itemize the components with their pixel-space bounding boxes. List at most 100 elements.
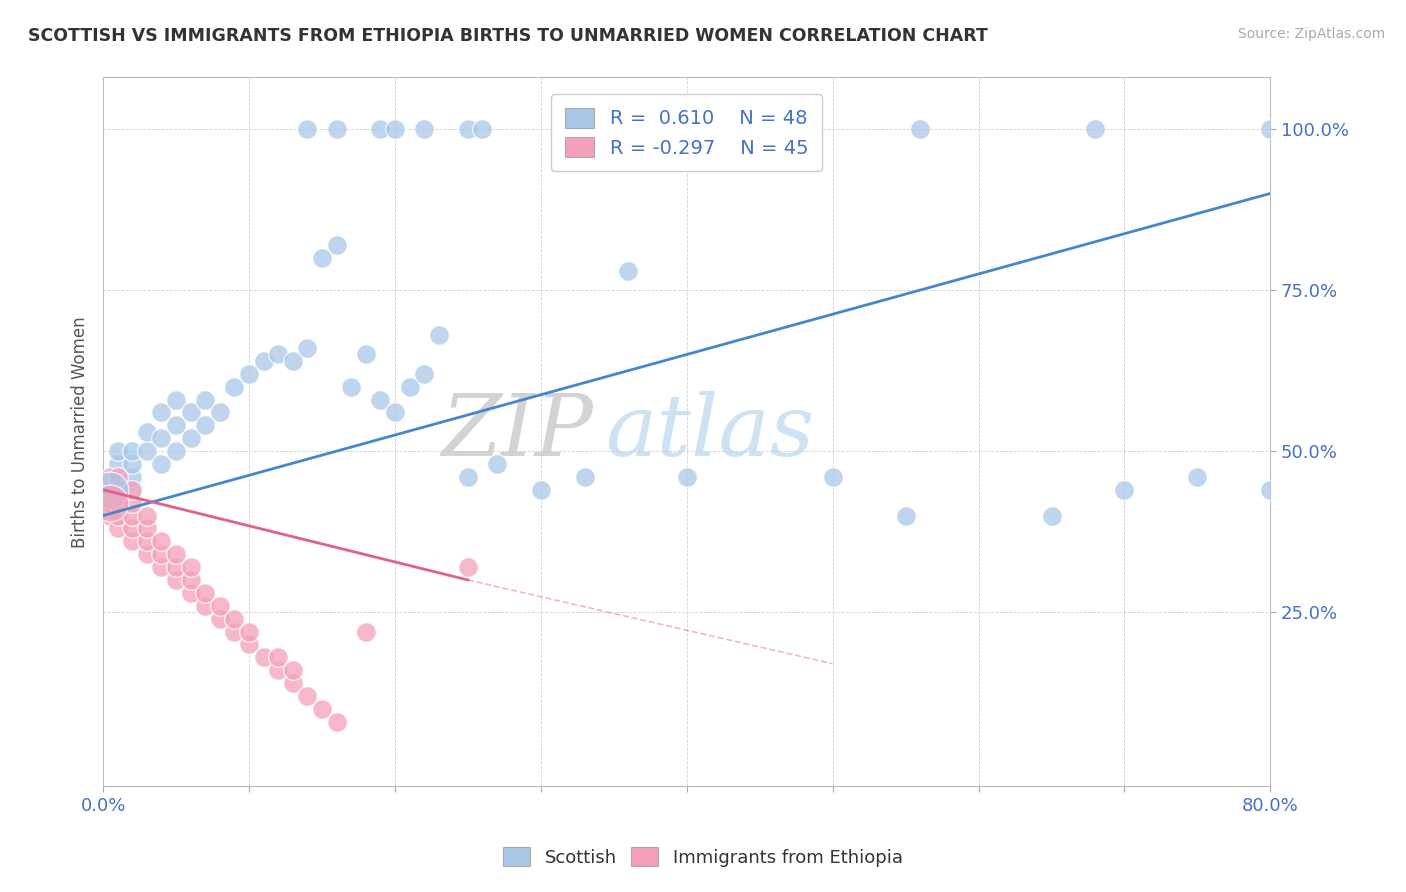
Point (135, 508, 157, 523)
Point (121, 457, 143, 471)
Point (150, 534, 173, 549)
Point (617, 264, 640, 278)
Point (224, 612, 246, 626)
Point (530, 483, 553, 497)
Legend: R =  0.610    N = 48, R = -0.297    N = 45: R = 0.610 N = 48, R = -0.297 N = 45 (551, 95, 823, 171)
Point (165, 418, 187, 433)
Point (165, 444, 187, 458)
Point (1260, 483, 1282, 497)
Point (107, 470, 129, 484)
Point (107, 470, 129, 484)
Point (194, 392, 217, 407)
Point (135, 521, 157, 535)
Point (180, 405, 202, 419)
Point (281, 354, 304, 368)
Point (238, 637, 260, 651)
Point (194, 599, 217, 613)
Point (311, 251, 333, 265)
Point (208, 405, 231, 419)
Point (180, 431, 202, 445)
Point (100, 496, 122, 510)
Point (180, 560, 202, 574)
Point (457, 560, 479, 574)
Point (180, 586, 202, 600)
Point (107, 444, 129, 458)
Point (208, 612, 231, 626)
Point (267, 663, 290, 677)
Point (574, 470, 596, 484)
Point (208, 599, 231, 613)
Point (413, 367, 436, 381)
Point (325, 238, 347, 252)
Point (253, 354, 276, 368)
Point (100, 496, 122, 510)
Text: ZIP: ZIP (441, 391, 593, 473)
Point (165, 547, 187, 561)
Point (150, 405, 173, 419)
Point (340, 380, 363, 394)
Point (224, 624, 246, 639)
Point (121, 508, 143, 523)
Text: Source: ZipAtlas.com: Source: ZipAtlas.com (1237, 27, 1385, 41)
Point (1187, 470, 1209, 484)
Point (311, 702, 333, 716)
Point (107, 496, 129, 510)
Point (100, 483, 122, 497)
Point (821, 470, 844, 484)
Point (100, 496, 122, 510)
Point (121, 521, 143, 535)
Point (894, 508, 917, 523)
Point (150, 547, 173, 561)
Point (238, 624, 260, 639)
Point (194, 418, 217, 433)
Point (107, 508, 129, 523)
Point (908, 122, 931, 136)
Text: SCOTTISH VS IMMIGRANTS FROM ETHIOPIA BIRTHS TO UNMARRIED WOMEN CORRELATION CHART: SCOTTISH VS IMMIGRANTS FROM ETHIOPIA BIR… (28, 27, 988, 45)
Point (107, 521, 129, 535)
Point (238, 367, 260, 381)
Legend: Scottish, Immigrants from Ethiopia: Scottish, Immigrants from Ethiopia (496, 840, 910, 874)
Point (457, 470, 479, 484)
Point (384, 122, 406, 136)
Y-axis label: Births to Unmarried Women: Births to Unmarried Women (72, 316, 89, 548)
Point (1260, 122, 1282, 136)
Point (354, 347, 377, 361)
Point (704, 122, 727, 136)
Point (297, 122, 319, 136)
Point (224, 380, 246, 394)
Point (165, 392, 187, 407)
Text: atlas: atlas (605, 391, 814, 473)
Point (121, 444, 143, 458)
Point (281, 676, 304, 690)
Point (457, 122, 479, 136)
Point (135, 444, 157, 458)
Point (150, 431, 173, 445)
Point (675, 470, 697, 484)
Point (135, 425, 157, 439)
Point (325, 714, 347, 729)
Point (297, 341, 319, 355)
Point (121, 483, 143, 497)
Point (486, 457, 509, 471)
Point (107, 457, 129, 471)
Point (165, 560, 187, 574)
Point (150, 560, 173, 574)
Point (100, 470, 122, 484)
Point (1114, 483, 1136, 497)
Point (398, 380, 420, 394)
Point (107, 483, 129, 497)
Point (100, 483, 122, 497)
Point (471, 122, 494, 136)
Point (121, 470, 143, 484)
Point (267, 650, 290, 665)
Point (135, 534, 157, 549)
Point (165, 573, 187, 587)
Point (384, 405, 406, 419)
Point (150, 457, 173, 471)
Point (427, 328, 450, 343)
Point (1040, 508, 1063, 523)
Point (253, 650, 276, 665)
Point (121, 496, 143, 510)
Point (413, 122, 436, 136)
Point (297, 689, 319, 703)
